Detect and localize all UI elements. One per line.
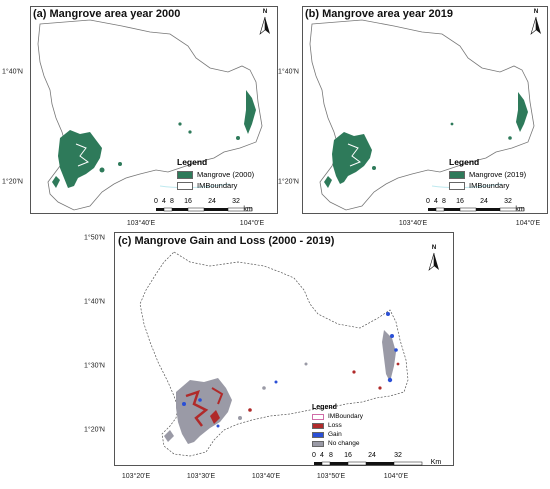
map-c-scale-unit: Km (430, 459, 442, 466)
legend-label: IMBoundary (469, 181, 510, 190)
map-b-scale-label-32: 32 (504, 198, 512, 205)
legend-swatch (177, 170, 193, 179)
map-c-north-label: N (431, 245, 437, 251)
map-b-y-tick-2: 1°20'N (278, 178, 299, 186)
map-c-y-tick-3: 1°30'N (84, 362, 105, 370)
map-a-x-tick-1: 103°40'E (126, 220, 156, 227)
map-a-legend-mangrove: Mangrove (2000) (177, 170, 254, 179)
map-a-scale-label-24: 24 (208, 198, 216, 205)
map-a-legend-title: Legend (177, 157, 208, 167)
legend-label: IMBoundary (197, 181, 238, 190)
legend-swatch (312, 440, 324, 447)
map-b-scale-unit: km (515, 206, 525, 213)
map-c-title: (c) Mangrove Gain and Loss (2000 - 2019) (118, 235, 335, 247)
map-a-scale-label-32: 32 (232, 198, 240, 205)
map-c-legend-gain: Gain (312, 431, 342, 438)
map-c-legend-nochange: No change (312, 440, 359, 447)
map-a-legend-boundary: IMBoundary (177, 181, 237, 190)
map-a-north-arrow: N (259, 9, 271, 36)
legend-label: IMBoundary (328, 413, 364, 420)
map-c-x-tick-4: 103°50'E (316, 473, 346, 480)
map-b-y-tick-1: 1°40'N (278, 68, 299, 76)
map-c-x-tick-2: 103°30'E (186, 473, 216, 480)
map-c-legend-title: Legend (312, 404, 337, 411)
map-c-legend-boundary: IMBoundary (312, 413, 363, 420)
map-b-legend-title: Legend (449, 157, 480, 167)
map-c-scale-bar (314, 461, 423, 466)
map-a-y-tick-2: 1°20'N (2, 178, 23, 186)
legend-swatch (177, 181, 193, 190)
map-a-scale-label-16: 16 (184, 198, 192, 205)
map-a-island (37, 19, 263, 211)
map-b-north-arrow: N (530, 9, 542, 36)
map-c-x-tick-5: 104°0'E (383, 473, 409, 480)
legend-label: Loss (328, 422, 342, 429)
map-c-north-arrow: N (428, 245, 440, 272)
map-c-x-tick-3: 103°40'E (251, 473, 281, 480)
map-b-north-label: N (533, 9, 539, 15)
map-a-y-tick-1: 1°40'N (2, 68, 23, 76)
legend-label: No change (328, 440, 360, 447)
legend-swatch (449, 181, 465, 190)
map-c-scale-label-16: 16 (344, 452, 352, 459)
map-c-scale-label-32: 32 (394, 452, 402, 459)
map-c-x-tick-1: 103°20'E (121, 473, 151, 480)
legend-label: Mangrove (2019) (469, 170, 527, 179)
map-b-island (309, 19, 535, 211)
map-a-scale-label-8: 8 (170, 198, 174, 205)
north-arrow-icon (259, 16, 270, 35)
map-b-scale-label-24: 24 (480, 198, 488, 205)
legend-swatch (312, 422, 324, 429)
map-b-scale-bar (428, 207, 525, 212)
map-a-north-label: N (262, 9, 268, 15)
map-c-y-tick-4: 1°20'N (84, 426, 105, 434)
legend-label: Mangrove (2000) (197, 170, 255, 179)
map-a-scale-bar (156, 207, 253, 212)
map-b-scale-label-8: 8 (442, 198, 446, 205)
map-a-scale-label-0: 0 (154, 198, 158, 205)
north-arrow-icon (428, 252, 439, 271)
map-c-legend-loss: Loss (312, 422, 342, 429)
legend-swatch (312, 413, 324, 420)
map-b-x-tick-1: 103°40'E (398, 220, 428, 227)
north-arrow-icon (530, 16, 541, 35)
map-a-scale-label-4: 4 (162, 198, 166, 205)
map-b-title: (b) Mangrove area year 2019 (305, 8, 453, 20)
map-b-scale-label-0: 0 (426, 198, 430, 205)
map-b-scale-label-16: 16 (456, 198, 464, 205)
map-b-x-tick-2: 104°0'E (515, 220, 541, 227)
legend-label: Gain (328, 431, 342, 438)
map-a-title: (a) Mangrove area year 2000 (33, 8, 181, 20)
legend-swatch (449, 170, 465, 179)
map-c-island (139, 251, 409, 457)
map-a-x-tick-2: 104°0'E (239, 220, 265, 227)
map-c-scale-label-4: 4 (320, 452, 324, 459)
map-b-scale-label-4: 4 (434, 198, 438, 205)
map-b-legend-mangrove: Mangrove (2019) (449, 170, 526, 179)
map-a-scale-unit: km (243, 206, 253, 213)
legend-swatch (312, 431, 324, 438)
map-c-scale-label-0: 0 (312, 452, 316, 459)
map-c-scale-label-8: 8 (329, 452, 333, 459)
map-c-y-tick-1: 1°50'N (84, 234, 105, 242)
map-c-scale-label-24: 24 (368, 452, 376, 459)
map-c-y-tick-2: 1°40'N (84, 298, 105, 306)
map-b-legend-boundary: IMBoundary (449, 181, 509, 190)
